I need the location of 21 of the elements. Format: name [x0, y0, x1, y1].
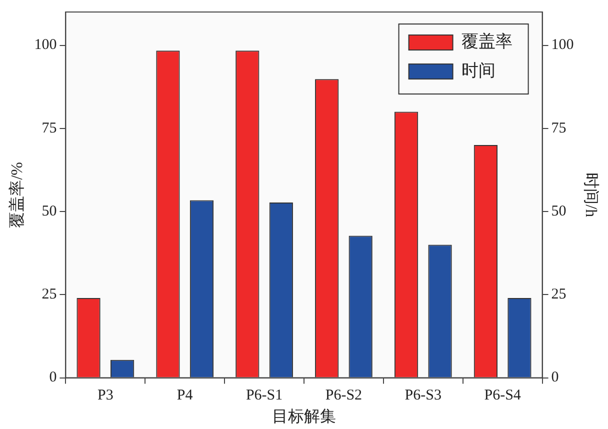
x-tick-label: P6-S4: [484, 388, 522, 404]
y2-tick-label: 50: [551, 203, 566, 220]
y-tick-label: 0: [49, 370, 57, 386]
x-tick-label: P3: [97, 388, 114, 404]
y-tick-label: 25: [42, 286, 57, 303]
y2-tick-label: 0: [551, 370, 559, 386]
x-axis-title: 目标解集: [272, 408, 336, 426]
y-tick-label: 50: [42, 203, 57, 220]
y2-axis-title: 时间/h: [582, 172, 600, 218]
x-tick-label: P6-S2: [325, 388, 362, 404]
y2-tick-label: 100: [551, 37, 574, 54]
x-tick-label: P4: [176, 388, 194, 404]
y-axis-title: 覆盖率/%: [8, 162, 26, 228]
x-tick-label: P6-S1: [246, 388, 283, 404]
y-tick-label: 75: [42, 120, 57, 136]
y-tick-label: 100: [34, 37, 57, 54]
x-tick-label: P6-S3: [404, 388, 442, 404]
y2-tick-label: 75: [551, 120, 566, 136]
y2-tick-label: 25: [551, 286, 566, 303]
legend-label: 时间: [461, 60, 496, 80]
legend-label: 覆盖率: [461, 32, 512, 51]
